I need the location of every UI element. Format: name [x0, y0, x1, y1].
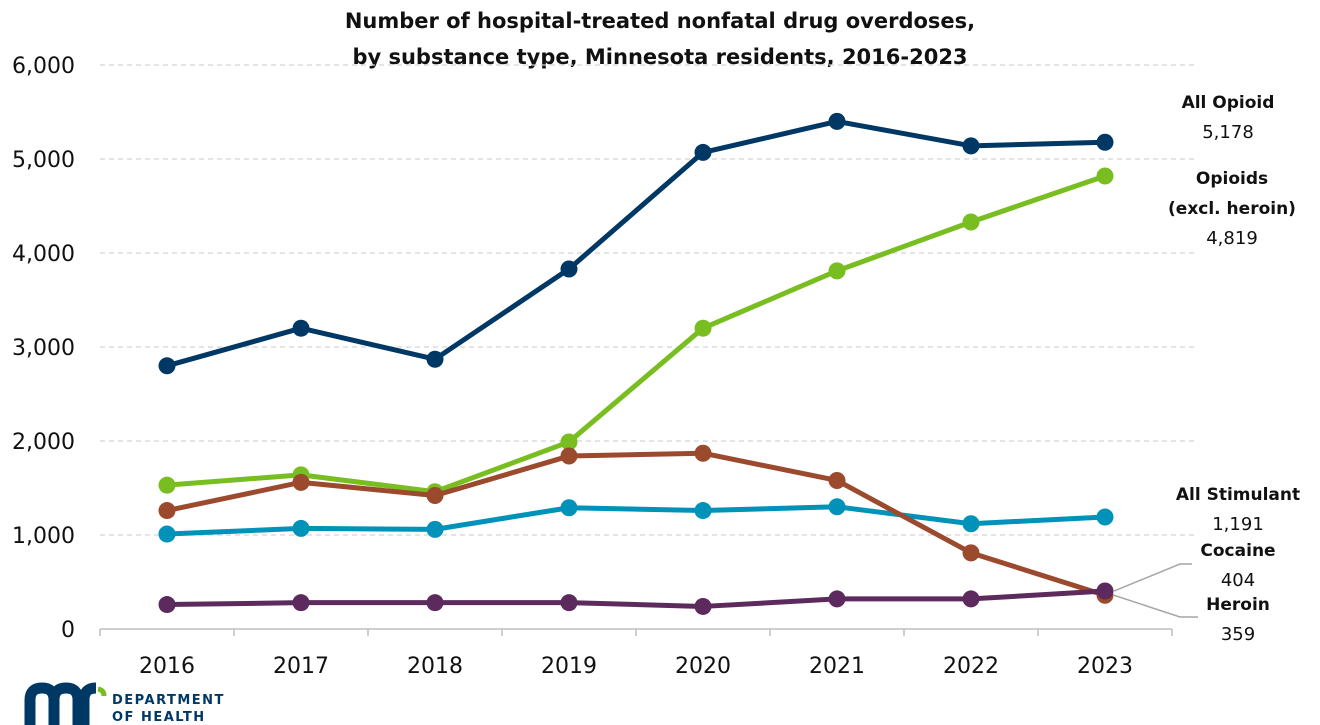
data-point-all_stimulant[interactable] — [158, 525, 176, 543]
data-point-opioids_excl[interactable] — [560, 433, 578, 451]
data-point-heroin[interactable] — [560, 594, 578, 612]
series-all_opioid — [158, 112, 1114, 375]
x-tick-label: 2023 — [1077, 654, 1133, 679]
data-point-heroin[interactable] — [158, 596, 176, 614]
x-tick-label: 2019 — [541, 654, 597, 679]
series-label-opioids_excl: (excl. heroin) — [1168, 199, 1296, 219]
mn-logo-mark-icon — [24, 682, 107, 725]
data-point-opioids_excl[interactable] — [828, 262, 846, 280]
leader-line-cocaine — [1113, 563, 1192, 592]
series-end-value-opioids_excl: 4,819 — [1206, 228, 1258, 249]
data-point-heroin[interactable] — [426, 594, 444, 612]
data-point-all_opioid[interactable] — [694, 143, 712, 161]
data-point-cocaine[interactable] — [158, 502, 176, 520]
data-point-all_stimulant[interactable] — [426, 520, 444, 538]
x-tick-label: 2022 — [943, 654, 999, 679]
x-tick-label: 2020 — [675, 654, 731, 679]
series-line-all_stimulant — [164, 504, 1108, 537]
series-line-opioids_excl — [164, 173, 1108, 495]
y-tick-label: 6,000 — [12, 54, 75, 79]
leader-line-heroin — [1113, 594, 1198, 618]
series-end-value-all_stimulant: 1,191 — [1212, 514, 1264, 535]
data-point-all_opioid[interactable] — [426, 350, 444, 368]
series-label-all_stimulant: All Stimulant — [1176, 485, 1300, 505]
data-point-cocaine[interactable] — [828, 471, 846, 489]
department-of-health-logo: DEPARTMENT OF HEALTH — [24, 682, 225, 725]
data-point-heroin[interactable] — [962, 590, 980, 608]
data-point-opioids_excl[interactable] — [158, 476, 176, 494]
grid-lines — [100, 64, 1197, 536]
chart-title-line-1: Number of hospital-treated nonfatal drug… — [345, 9, 975, 33]
series-label-cocaine: Cocaine — [1200, 541, 1275, 561]
data-point-all_stimulant[interactable] — [1096, 508, 1114, 526]
data-point-cocaine[interactable] — [962, 544, 980, 562]
series-all_stimulant — [158, 498, 1114, 543]
data-point-cocaine[interactable] — [292, 473, 310, 491]
series-label-all_opioid: All Opioid — [1182, 93, 1275, 113]
data-point-all_stimulant[interactable] — [828, 498, 846, 516]
data-point-all_opioid[interactable] — [1096, 133, 1114, 151]
logo-line-1: DEPARTMENT — [112, 693, 225, 708]
data-point-all_opioid[interactable] — [828, 112, 846, 130]
data-point-all_stimulant[interactable] — [560, 499, 578, 517]
y-tick-label: 3,000 — [12, 336, 75, 361]
y-tick-label: 5,000 — [12, 148, 75, 173]
series-line-all_opioid — [164, 118, 1108, 369]
data-point-opioids_excl[interactable] — [1096, 167, 1114, 185]
y-tick-label: 4,000 — [12, 242, 75, 267]
data-point-cocaine[interactable] — [560, 447, 578, 465]
data-point-all_opioid[interactable] — [962, 137, 980, 155]
data-series — [158, 112, 1114, 615]
data-point-heroin[interactable] — [292, 594, 310, 612]
x-tick-label: 2021 — [809, 654, 865, 679]
data-point-all_stimulant[interactable] — [962, 515, 980, 533]
data-point-cocaine[interactable] — [426, 487, 444, 505]
data-point-opioids_excl[interactable] — [694, 319, 712, 337]
data-point-all_stimulant[interactable] — [694, 502, 712, 520]
series-heroin — [158, 582, 1114, 615]
data-point-cocaine[interactable] — [694, 444, 712, 462]
data-point-opioids_excl[interactable] — [962, 213, 980, 231]
x-tick-label: 2016 — [139, 654, 195, 679]
series-line-heroin — [164, 588, 1108, 609]
data-point-all_opioid[interactable] — [292, 319, 310, 337]
series-labels: All Opioid 5,178 Opioids (excl. heroin) 4,81… — [1113, 93, 1300, 645]
series-label-opioids_excl: Opioids — [1196, 169, 1268, 189]
data-point-heroin[interactable] — [828, 590, 846, 608]
x-tick-label: 2017 — [273, 654, 329, 679]
data-point-all_stimulant[interactable] — [292, 519, 310, 537]
series-line-cocaine — [164, 450, 1108, 598]
data-point-all_opioid[interactable] — [560, 260, 578, 278]
chart-title: Number of hospital-treated nonfatal drug… — [345, 9, 975, 69]
y-tick-label: 1,000 — [12, 524, 75, 549]
y-tick-label: 0 — [61, 618, 75, 643]
y-tick-label: 2,000 — [12, 430, 75, 455]
series-label-heroin: Heroin — [1206, 595, 1270, 615]
series-end-value-heroin: 359 — [1221, 624, 1255, 645]
data-point-heroin[interactable] — [1096, 582, 1114, 600]
x-tick-label: 2018 — [407, 654, 463, 679]
data-point-all_opioid[interactable] — [158, 357, 176, 375]
data-point-heroin[interactable] — [694, 597, 712, 615]
logo-line-2: OF HEALTH — [112, 710, 206, 725]
series-end-value-all_opioid: 5,178 — [1202, 122, 1254, 143]
series-end-value-cocaine: 404 — [1221, 570, 1255, 591]
axes: 0 1,000 2,000 3,000 4,000 5,000 6,000 2016 2017 2… — [12, 54, 1173, 679]
